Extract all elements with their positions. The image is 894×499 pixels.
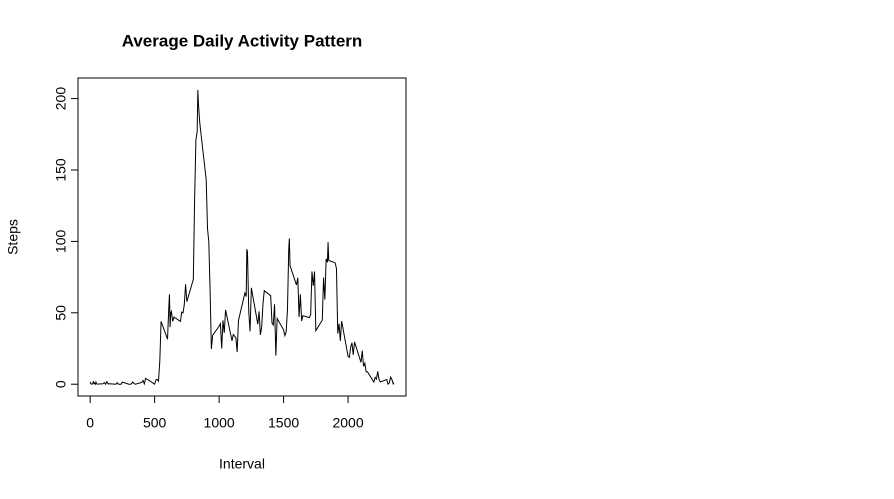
y-tick-label: 50	[53, 305, 69, 321]
y-tick-label: 150	[53, 158, 69, 182]
y-tick-label: 200	[53, 87, 69, 111]
y-axis-label: Steps	[5, 219, 21, 255]
x-tick-label: 2000	[332, 415, 363, 431]
y-tick-label: 0	[53, 380, 69, 388]
x-axis-label: Interval	[219, 456, 265, 472]
chart-title: Average Daily Activity Pattern	[122, 31, 363, 50]
y-tick-label: 100	[53, 229, 69, 253]
x-tick-label: 500	[143, 415, 167, 431]
x-tick-label: 1000	[204, 415, 235, 431]
x-tick-label: 0	[86, 415, 94, 431]
x-tick-label: 1500	[268, 415, 299, 431]
data-line	[89, 89, 395, 386]
